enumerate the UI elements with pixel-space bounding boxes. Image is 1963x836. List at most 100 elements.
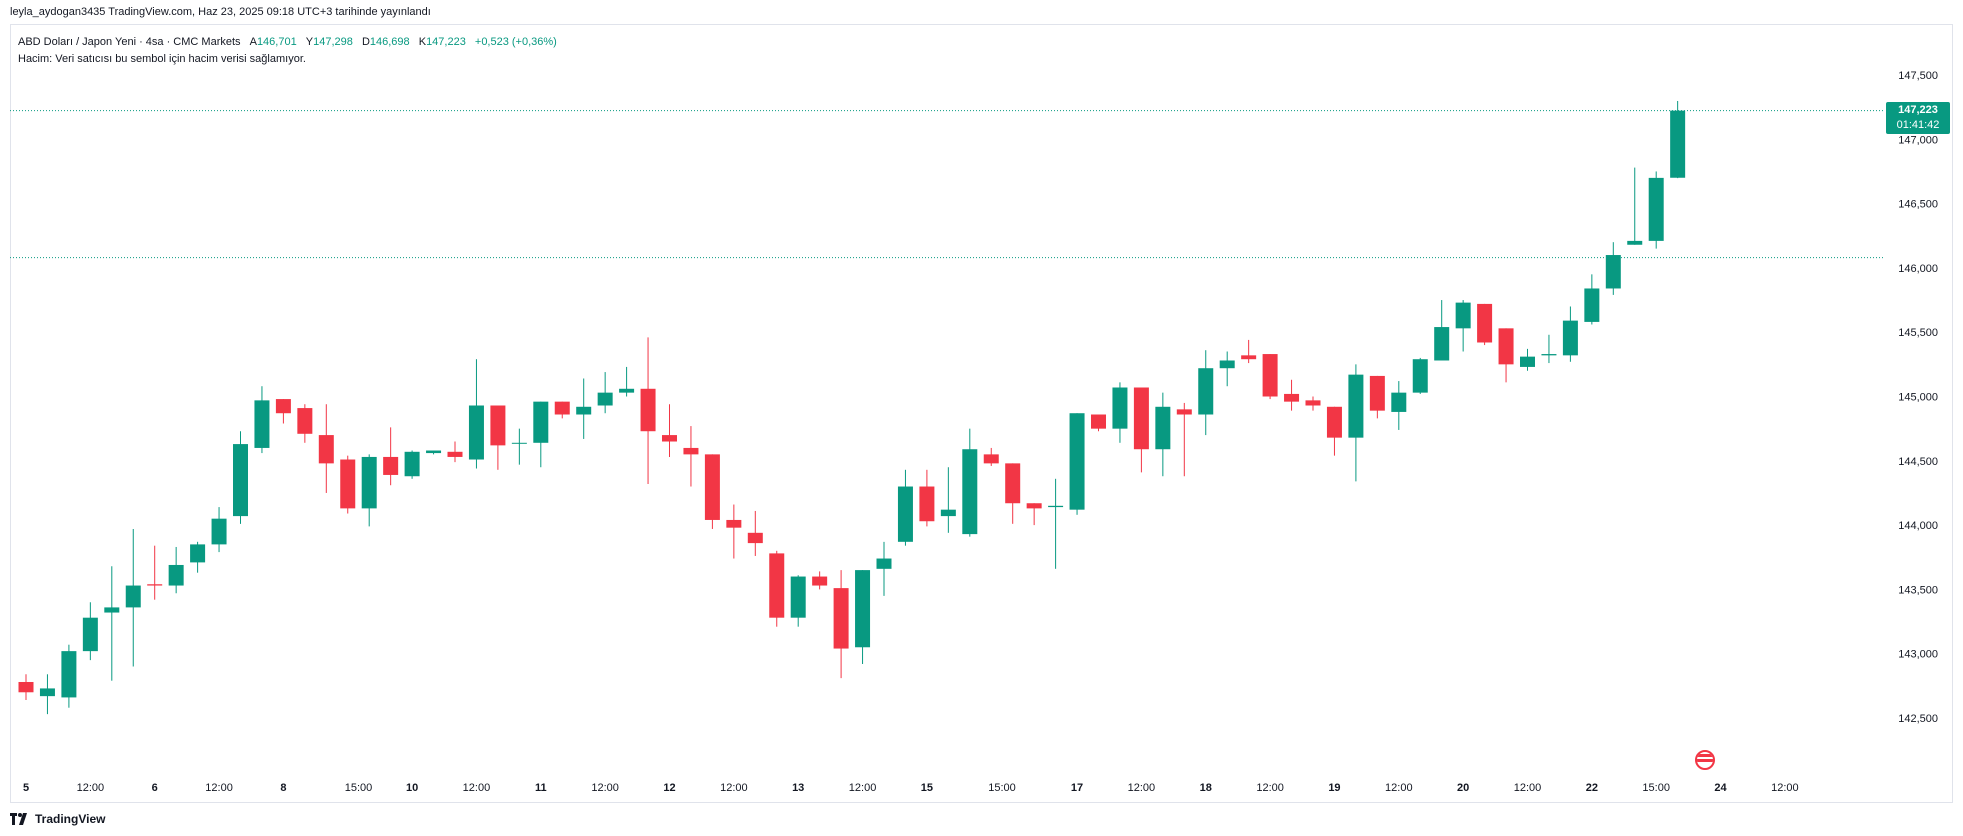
candle[interactable]	[876, 541, 892, 596]
candle[interactable]	[275, 399, 291, 424]
candle[interactable]	[855, 570, 871, 664]
candle[interactable]	[211, 507, 227, 553]
candle[interactable]	[1305, 396, 1321, 411]
candle[interactable]	[662, 404, 677, 457]
tradingview-logo[interactable]: TradingView	[10, 812, 105, 826]
candle[interactable]	[790, 575, 806, 627]
candle[interactable]	[1326, 406, 1342, 456]
candle[interactable]	[1369, 375, 1385, 419]
candle[interactable]	[190, 541, 206, 573]
candle[interactable]	[1155, 392, 1171, 477]
candle[interactable]	[468, 359, 484, 469]
candle[interactable]	[125, 528, 141, 667]
candle[interactable]	[533, 401, 549, 468]
candle[interactable]	[340, 455, 356, 514]
candle-body	[576, 406, 592, 415]
candle[interactable]	[769, 550, 785, 627]
candle[interactable]	[1477, 303, 1493, 346]
candle[interactable]	[962, 428, 978, 537]
us-flag-event-icon[interactable]	[1695, 750, 1715, 770]
candle[interactable]	[704, 454, 720, 529]
candle[interactable]	[1005, 463, 1021, 524]
legend-volume-note: Hacim: Veri satıcısı bu sembol için haci…	[18, 53, 306, 65]
y-tick-label: 144,000	[1898, 520, 1938, 532]
candle[interactable]	[683, 426, 699, 487]
candle[interactable]	[812, 571, 828, 590]
candle[interactable]	[940, 467, 956, 533]
candle[interactable]	[554, 401, 570, 419]
candle[interactable]	[1133, 387, 1149, 473]
x-tick-label: 19	[1328, 782, 1340, 794]
last-price: 147,223	[1898, 104, 1938, 116]
candle[interactable]	[1562, 306, 1578, 362]
candle[interactable]	[1069, 413, 1085, 515]
candle[interactable]	[1284, 379, 1300, 411]
candle[interactable]	[18, 674, 34, 700]
candle[interactable]	[1348, 364, 1364, 482]
candle[interactable]	[1176, 402, 1192, 477]
candle[interactable]	[833, 570, 849, 679]
candle[interactable]	[1541, 334, 1557, 364]
candle[interactable]	[383, 427, 399, 486]
legend-symbol[interactable]: ABD Doları / Japon Yeni · 4sa · CMC Mark…	[18, 36, 241, 48]
y-tick-label: 146,500	[1898, 199, 1938, 211]
x-tick-label: 12	[663, 782, 675, 794]
candle[interactable]	[1605, 242, 1621, 295]
candle[interactable]	[104, 566, 120, 681]
candle[interactable]	[404, 450, 420, 479]
candle[interactable]	[361, 454, 377, 527]
candle-body	[1048, 505, 1064, 508]
candle-body	[1434, 327, 1450, 361]
candle[interactable]	[1455, 300, 1471, 352]
candle[interactable]	[1241, 339, 1257, 364]
candle[interactable]	[1498, 328, 1514, 383]
tradingview-logo-icon	[10, 813, 27, 825]
candle[interactable]	[447, 441, 463, 463]
candle[interactable]	[747, 510, 763, 556]
candle[interactable]	[1627, 167, 1643, 245]
candle[interactable]	[1670, 100, 1686, 179]
candle[interactable]	[168, 546, 184, 594]
candle[interactable]	[147, 545, 163, 600]
candle[interactable]	[1091, 414, 1106, 432]
candle[interactable]	[1648, 171, 1664, 249]
candle[interactable]	[619, 366, 635, 397]
candle[interactable]	[426, 450, 442, 455]
candle[interactable]	[254, 386, 270, 454]
candle[interactable]	[297, 404, 313, 443]
candle[interactable]	[318, 404, 334, 493]
candle[interactable]	[82, 602, 98, 661]
candle-body	[125, 585, 141, 608]
candle-body	[18, 681, 34, 693]
candle-body	[1477, 303, 1493, 343]
candle[interactable]	[983, 447, 999, 466]
candle[interactable]	[640, 337, 656, 484]
candle[interactable]	[1391, 381, 1407, 430]
candle[interactable]	[1026, 503, 1042, 526]
candle[interactable]	[233, 431, 248, 524]
candle[interactable]	[726, 504, 742, 559]
candle[interactable]	[1048, 478, 1064, 569]
candle-body	[1670, 110, 1686, 178]
candle-body	[275, 399, 291, 414]
candle[interactable]	[490, 405, 506, 470]
candle[interactable]	[1112, 382, 1128, 443]
candle[interactable]	[1412, 357, 1428, 394]
candle[interactable]	[1262, 354, 1278, 400]
candle[interactable]	[1520, 348, 1535, 371]
candle[interactable]	[61, 644, 77, 708]
candle[interactable]	[576, 378, 592, 439]
legend-ohlc-row: ABD Doları / Japon Yeni · 4sa · CMC Mark…	[18, 34, 557, 51]
candle[interactable]	[1434, 300, 1450, 361]
candle[interactable]	[39, 674, 55, 715]
candle[interactable]	[511, 428, 527, 465]
candle[interactable]	[1219, 351, 1235, 387]
candle[interactable]	[919, 469, 935, 527]
candle[interactable]	[1584, 274, 1600, 325]
candle[interactable]	[1198, 350, 1214, 436]
candle[interactable]	[597, 372, 613, 414]
candle-body	[962, 449, 978, 535]
candle[interactable]	[897, 469, 913, 546]
x-tick-label: 12:00	[1256, 782, 1284, 794]
